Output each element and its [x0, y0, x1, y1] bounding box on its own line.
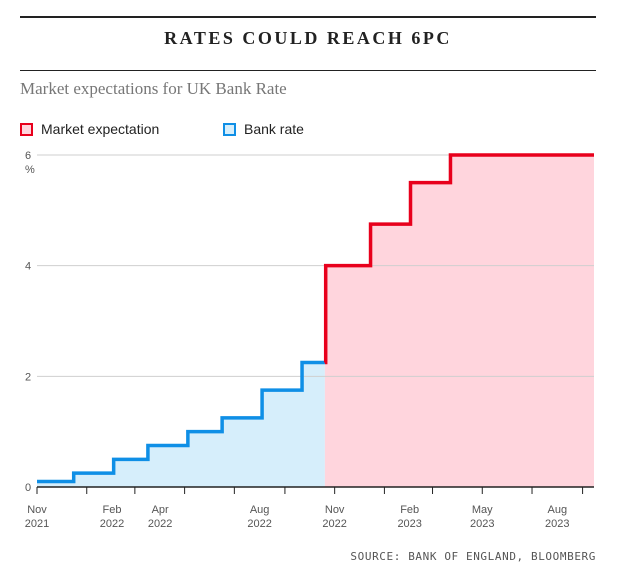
x-tick-label: 2022: [100, 518, 124, 530]
legend-swatch-bank-rate: [223, 122, 236, 136]
x-tick-label: Feb: [103, 504, 122, 516]
series-line-market-expectation: [323, 153, 594, 365]
x-tick-label: 2022: [322, 518, 346, 530]
x-tick-label: Feb: [400, 504, 419, 516]
legend-label: Market expectation: [41, 121, 160, 137]
x-tick-label: Nov: [27, 504, 47, 516]
legend-item-bank-rate: Bank rate: [223, 121, 304, 137]
area-fill-bank-rate: [37, 362, 325, 487]
y-tick-label: 2: [25, 371, 31, 383]
area-fill-market-expectation: [324, 155, 594, 487]
x-tick-label: 2022: [247, 518, 271, 530]
source-note: SOURCE: BANK OF ENGLAND, BLOOMBERG: [350, 550, 596, 563]
x-tick-label: 2022: [148, 518, 172, 530]
x-tick-label: May: [472, 504, 493, 516]
legend-swatch-market-expectation: [20, 122, 33, 136]
chart-title: RATES COULD REACH 6PC: [164, 28, 452, 48]
top-rule: [20, 16, 596, 18]
y-tick-label: 6: [25, 150, 31, 162]
legend-item-market-expectation: Market expectation: [20, 121, 159, 137]
x-tick-label: Apr: [152, 504, 169, 516]
x-tick-label: Aug: [250, 504, 270, 516]
y-tick-label: 4: [25, 261, 31, 273]
x-tick-label: 2023: [470, 518, 494, 530]
title-divider: [20, 70, 596, 71]
chart-subtitle: Market expectations for UK Bank Rate: [20, 79, 287, 98]
x-tick-label: 2023: [545, 518, 569, 530]
legend-label: Bank rate: [244, 121, 304, 137]
series-line-bank-rate: [37, 360, 325, 484]
x-tick-label: 2023: [397, 518, 421, 530]
y-tick-label: 0: [25, 482, 31, 494]
x-tick-label: Nov: [325, 504, 345, 516]
x-tick-label: 2021: [25, 518, 49, 530]
y-axis-unit: %: [25, 164, 35, 176]
x-tick-label: Aug: [548, 504, 568, 516]
